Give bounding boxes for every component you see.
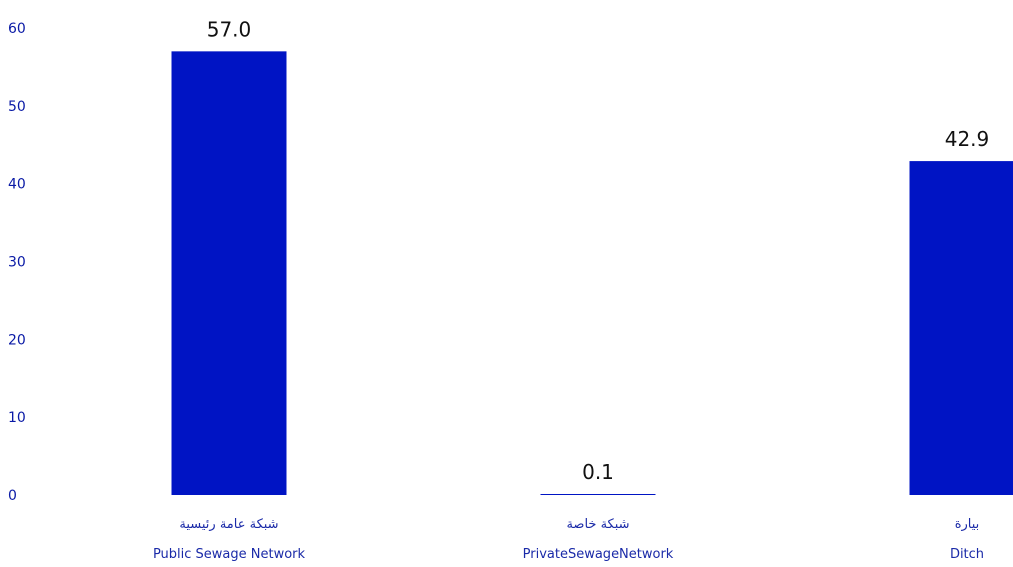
bar bbox=[540, 494, 656, 495]
bar-value-label: 57.0 bbox=[207, 17, 252, 41]
y-tick-label: 30 bbox=[8, 255, 26, 271]
y-tick-label: 0 bbox=[8, 488, 17, 504]
x-axis: شبكة عامة رئيسية Public Sewage Network شبك… bbox=[153, 517, 984, 562]
category-label-arabic: شبكة عامة رئيسية bbox=[179, 517, 278, 532]
category-label-english: PrivateSewageNetwork bbox=[523, 547, 674, 562]
category-label-arabic: بيارة bbox=[955, 517, 980, 532]
y-tick-label: 10 bbox=[8, 410, 26, 426]
bar bbox=[171, 51, 287, 495]
bar-value-label: 42.9 bbox=[945, 127, 990, 151]
category-label-arabic: شبكة خاصة bbox=[566, 517, 629, 532]
y-tick-label: 20 bbox=[8, 332, 26, 348]
category-label-english: Public Sewage Network bbox=[153, 547, 306, 562]
y-tick-label: 40 bbox=[8, 177, 26, 193]
bars bbox=[171, 51, 1013, 495]
y-tick-label: 60 bbox=[8, 21, 26, 37]
y-tick-label: 50 bbox=[8, 99, 26, 115]
value-labels: 57.0 0.1 42.9 bbox=[207, 17, 990, 484]
category-label-english: Ditch bbox=[950, 547, 984, 562]
bar bbox=[909, 161, 1013, 495]
y-axis: 0 10 20 30 40 50 60 bbox=[8, 21, 26, 504]
bar-value-label: 0.1 bbox=[582, 460, 614, 484]
